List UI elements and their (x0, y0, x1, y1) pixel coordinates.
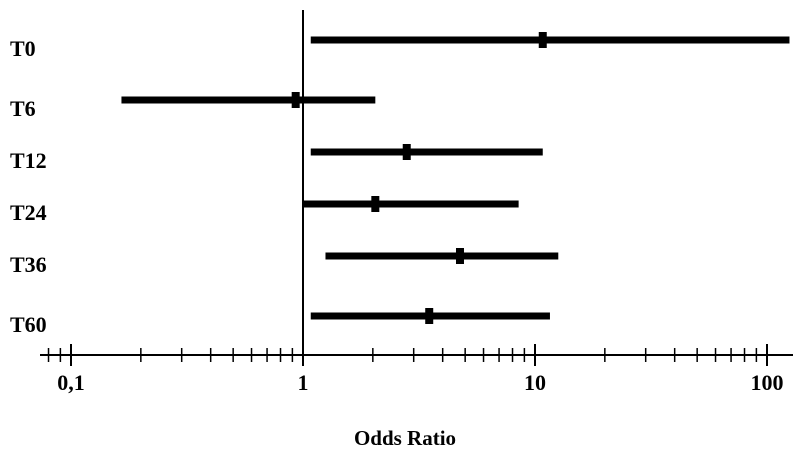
minor-ticks (47, 348, 758, 362)
x-axis-title: Odds Ratio (354, 426, 456, 450)
estimate-marker (425, 308, 434, 324)
row-label: T12 (10, 148, 47, 173)
estimate-marker (538, 32, 547, 48)
estimate-marker (291, 92, 300, 108)
x-tick-labels: 0,1 1 10 100 (57, 370, 783, 395)
point-estimates (291, 32, 547, 324)
row-label: T24 (10, 200, 47, 225)
x-tick-label: 1 (298, 370, 309, 395)
x-tick-label: 10 (524, 370, 546, 395)
row-label: T0 (10, 36, 36, 61)
confidence-intervals (121, 36, 790, 320)
row-label: T60 (10, 312, 47, 337)
row-labels: T0 T6 T12 T24 T36 T60 (10, 36, 47, 337)
estimate-marker (455, 248, 464, 264)
row-label: T36 (10, 252, 47, 277)
major-ticks (70, 344, 768, 366)
estimate-marker (402, 144, 411, 160)
x-tick-label: 100 (751, 370, 784, 395)
estimate-marker (371, 196, 380, 212)
x-tick-label: 0,1 (57, 370, 85, 395)
row-label: T6 (10, 96, 36, 121)
